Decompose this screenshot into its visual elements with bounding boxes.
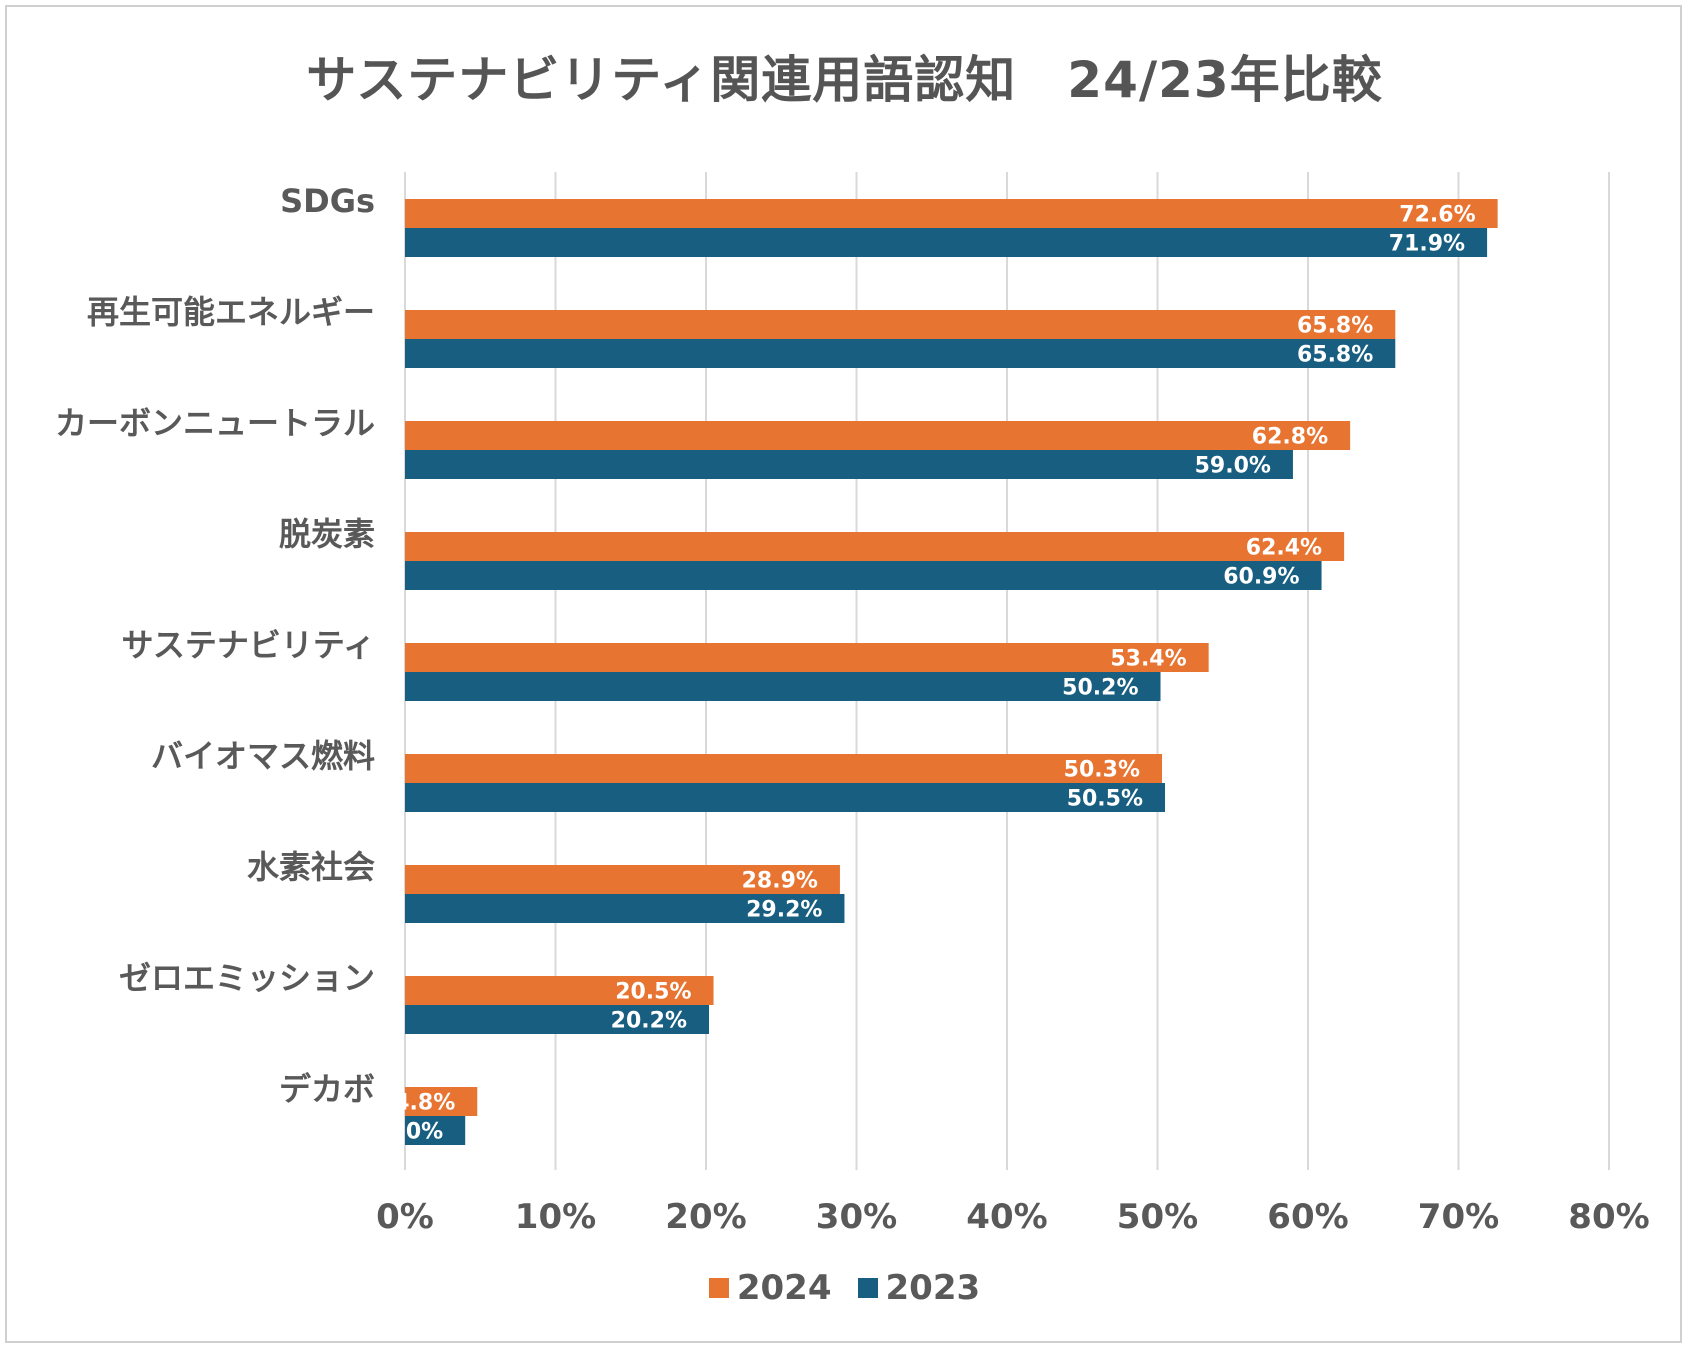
data-label-2023: 50.2% bbox=[1062, 676, 1138, 701]
legend: 2024 2023 bbox=[0, 1268, 1689, 1308]
data-label-2023: 50.5% bbox=[1067, 787, 1143, 812]
bar-2024 bbox=[405, 310, 1396, 339]
data-label-2024: 4.8% bbox=[394, 1091, 455, 1116]
x-tick-label: 0% bbox=[376, 1197, 434, 1237]
bar-2023 bbox=[405, 672, 1161, 701]
category-label: ゼロエミッション bbox=[119, 959, 375, 997]
data-label-2023: 4.0% bbox=[382, 1120, 443, 1145]
bar-2024 bbox=[405, 421, 1351, 450]
data-label-2023: 20.2% bbox=[611, 1009, 687, 1034]
chart-title: サステナビリティ関連用語認知 24/23年比較 bbox=[306, 51, 1383, 109]
bar-2023 bbox=[405, 450, 1293, 479]
bar-2023 bbox=[405, 894, 845, 923]
data-label-2023: 59.0% bbox=[1195, 454, 1271, 479]
data-label-2023: 60.9% bbox=[1223, 565, 1299, 590]
data-label-2023: 65.8% bbox=[1297, 343, 1373, 368]
data-label-2024: 53.4% bbox=[1110, 647, 1186, 672]
bar-2024 bbox=[405, 976, 714, 1005]
legend-label-2024: 2024 bbox=[736, 1268, 832, 1308]
data-label-2024: 62.4% bbox=[1246, 536, 1322, 561]
bar-2023 bbox=[405, 783, 1166, 812]
category-label: 水素社会 bbox=[247, 848, 375, 886]
data-label-2024: 20.5% bbox=[615, 980, 691, 1005]
bar-2023 bbox=[405, 1005, 710, 1034]
x-tick-label: 40% bbox=[966, 1197, 1047, 1237]
bar-2023 bbox=[405, 561, 1322, 590]
x-tick-label: 80% bbox=[1568, 1197, 1649, 1237]
category-label: カーボンニュートラル bbox=[55, 404, 375, 442]
bar-2024 bbox=[405, 532, 1345, 561]
legend-swatch-2023 bbox=[857, 1278, 878, 1298]
category-label: バイオマス燃料 bbox=[151, 737, 375, 775]
bar-2024 bbox=[405, 754, 1163, 783]
x-tick-label: 60% bbox=[1267, 1197, 1348, 1237]
data-label-2024: 65.8% bbox=[1297, 314, 1373, 339]
bar-2023 bbox=[405, 228, 1488, 257]
legend-label-2023: 2023 bbox=[885, 1268, 981, 1308]
category-label: 再生可能エネルギー bbox=[87, 293, 375, 331]
data-label-2024: 72.6% bbox=[1399, 203, 1475, 228]
bar-2024 bbox=[405, 199, 1498, 228]
bar-2024 bbox=[405, 865, 840, 894]
legend-item-2023: 2023 bbox=[857, 1268, 981, 1308]
data-label-2024: 28.9% bbox=[742, 869, 818, 894]
x-tick-label: 20% bbox=[665, 1197, 746, 1237]
x-tick-label: 70% bbox=[1418, 1197, 1499, 1237]
bar-2024 bbox=[405, 643, 1209, 672]
category-label: SDGs bbox=[280, 182, 375, 220]
bar-2024 bbox=[405, 1087, 478, 1116]
data-label-2023: 71.9% bbox=[1389, 232, 1465, 257]
data-label-2024: 50.3% bbox=[1064, 758, 1140, 783]
bar-2023 bbox=[405, 1116, 466, 1145]
category-label: サステナビリティ bbox=[122, 626, 375, 664]
legend-swatch-2024 bbox=[708, 1278, 729, 1298]
x-tick-label: 10% bbox=[515, 1197, 596, 1237]
data-label-2024: 62.8% bbox=[1252, 425, 1328, 450]
category-label: 脱炭素 bbox=[279, 515, 375, 553]
bar-2023 bbox=[405, 339, 1396, 368]
x-tick-label: 50% bbox=[1117, 1197, 1198, 1237]
x-tick-label: 30% bbox=[816, 1197, 897, 1237]
legend-item-2024: 2024 bbox=[708, 1268, 832, 1308]
data-label-2023: 29.2% bbox=[746, 898, 822, 923]
category-label: デカボ bbox=[279, 1070, 375, 1108]
